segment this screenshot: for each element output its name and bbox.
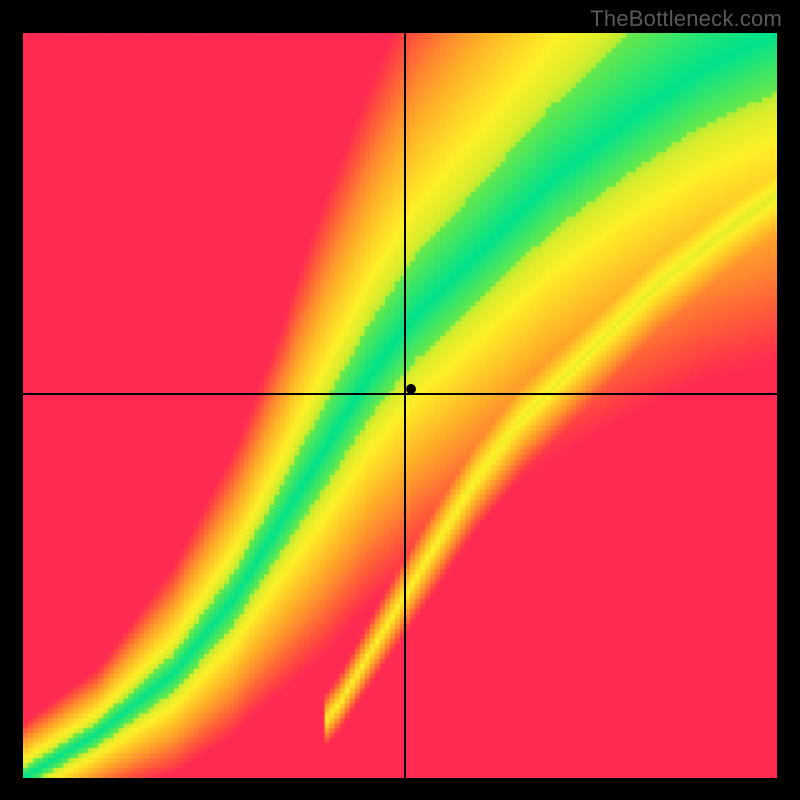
crosshair-vertical <box>404 33 406 778</box>
watermark-text: TheBottleneck.com <box>590 6 782 32</box>
crosshair-horizontal <box>23 393 777 395</box>
bottleneck-heatmap <box>23 33 777 778</box>
